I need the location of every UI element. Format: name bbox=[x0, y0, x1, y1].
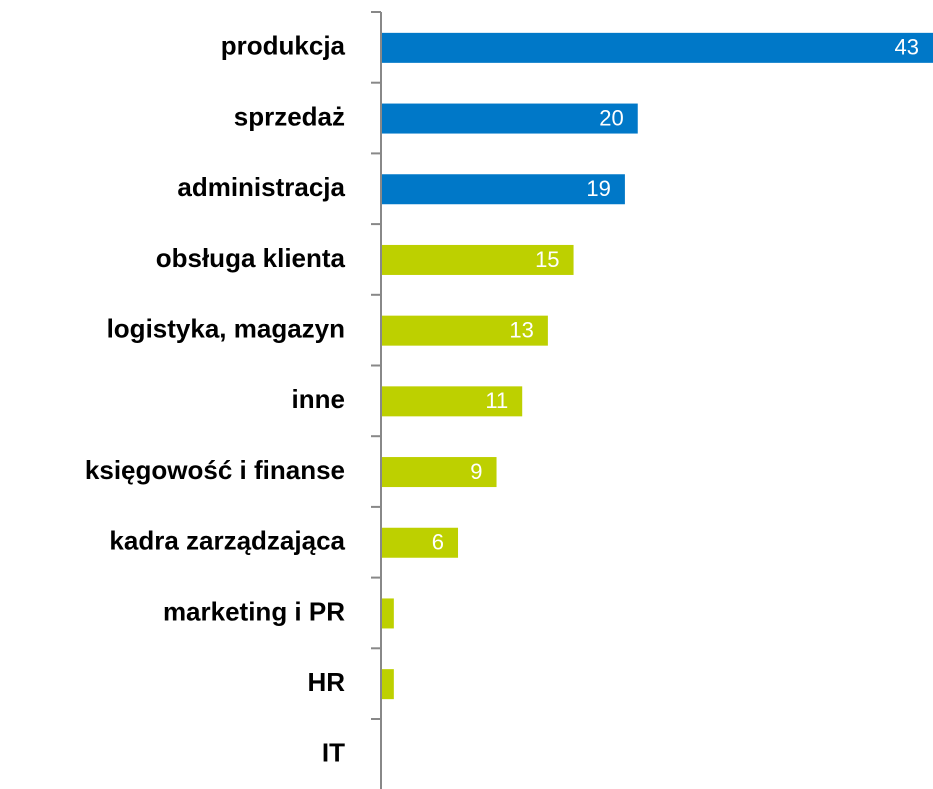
category-label: produkcja bbox=[221, 31, 346, 61]
bar bbox=[381, 457, 497, 488]
category-label: HR bbox=[307, 667, 345, 697]
bar bbox=[381, 244, 574, 275]
bar bbox=[381, 669, 394, 700]
bar bbox=[381, 527, 459, 558]
value-label: 9 bbox=[470, 459, 482, 484]
bar bbox=[381, 315, 548, 346]
value-label: 11 bbox=[485, 388, 508, 413]
value-label: 43 bbox=[895, 35, 919, 60]
category-label: marketing i PR bbox=[163, 596, 345, 626]
value-label: 6 bbox=[432, 530, 444, 555]
bar bbox=[381, 174, 625, 205]
bar bbox=[381, 103, 638, 134]
bar bbox=[381, 386, 523, 417]
value-label: 20 bbox=[599, 105, 623, 130]
value-label: 19 bbox=[586, 176, 610, 201]
category-label: sprzedaż bbox=[234, 101, 345, 131]
category-label: obsługa klienta bbox=[156, 243, 346, 273]
value-label: 13 bbox=[509, 317, 533, 342]
category-label: IT bbox=[322, 738, 345, 768]
category-label: kadra zarządzająca bbox=[109, 526, 345, 556]
value-label: 15 bbox=[535, 247, 559, 272]
category-label: administracja bbox=[177, 172, 345, 202]
category-label: księgowość i finanse bbox=[85, 455, 345, 485]
category-label: inne bbox=[292, 384, 345, 414]
bar bbox=[381, 598, 394, 629]
bar bbox=[381, 32, 933, 63]
category-label: logistyka, magazyn bbox=[107, 314, 345, 344]
